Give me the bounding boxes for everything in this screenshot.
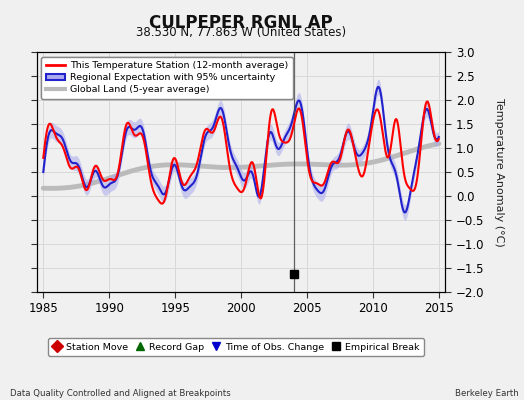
Legend: Station Move, Record Gap, Time of Obs. Change, Empirical Break: Station Move, Record Gap, Time of Obs. C… <box>48 338 424 356</box>
Text: 38.530 N, 77.863 W (United States): 38.530 N, 77.863 W (United States) <box>136 26 346 39</box>
Text: CULPEPER RGNL AP: CULPEPER RGNL AP <box>149 14 333 32</box>
Legend: This Temperature Station (12-month average), Regional Expectation with 95% uncer: This Temperature Station (12-month avera… <box>41 57 293 99</box>
Text: Berkeley Earth: Berkeley Earth <box>455 389 519 398</box>
Text: Data Quality Controlled and Aligned at Breakpoints: Data Quality Controlled and Aligned at B… <box>10 389 231 398</box>
Y-axis label: Temperature Anomaly (°C): Temperature Anomaly (°C) <box>494 98 504 246</box>
